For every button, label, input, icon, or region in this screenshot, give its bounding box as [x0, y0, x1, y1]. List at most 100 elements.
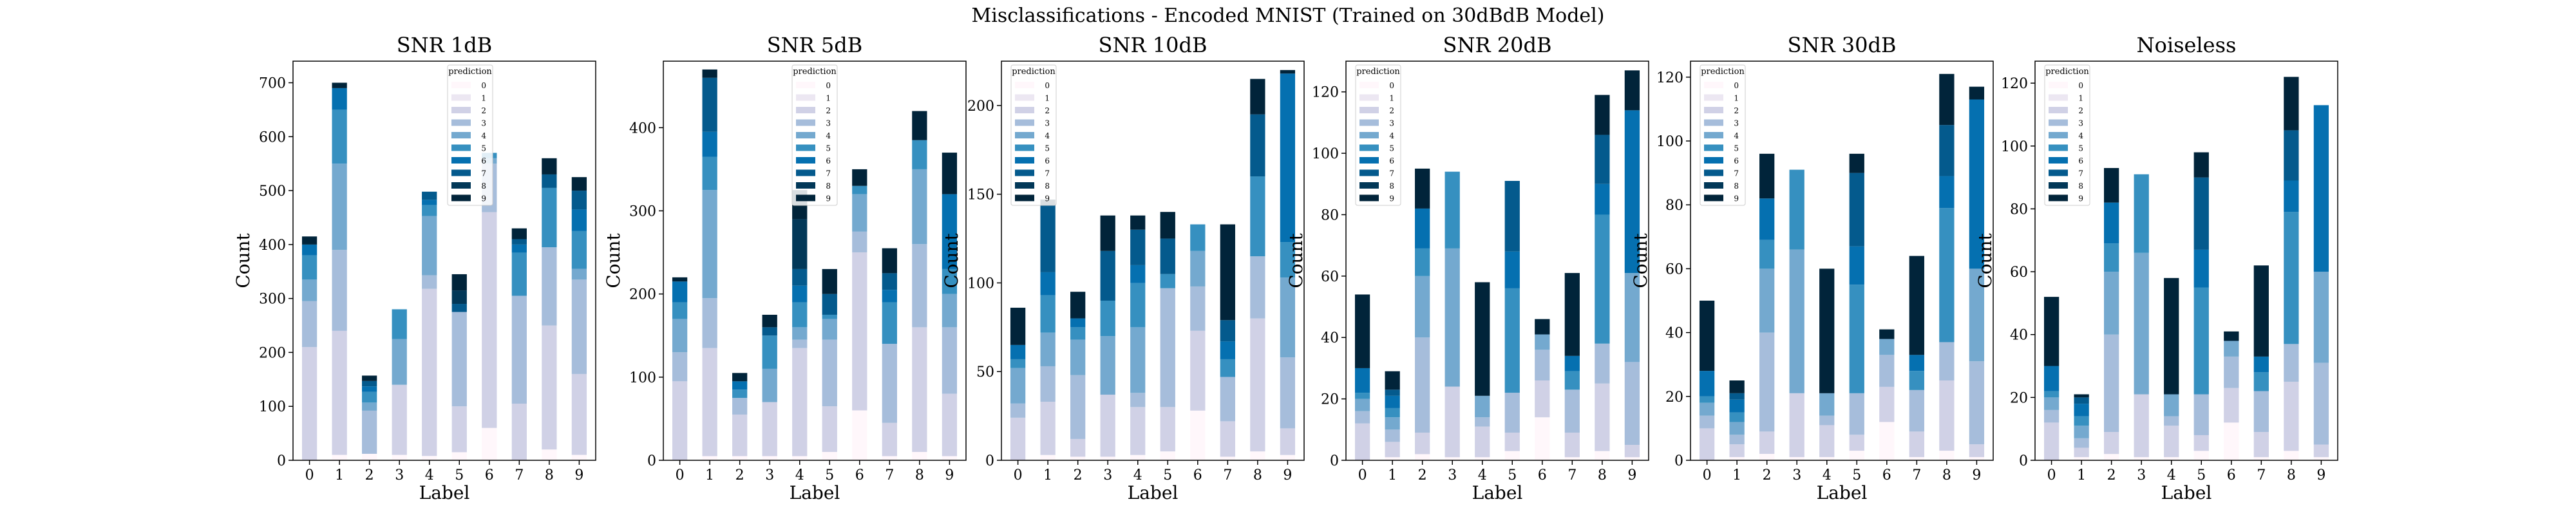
panel-title: SNR 20dB — [1443, 33, 1552, 57]
bar-segment-label-2-pred-4 — [1070, 339, 1086, 375]
bar-segment-label-2-pred-2 — [1759, 431, 1775, 454]
bar-segment-label-2-pred-6 — [732, 381, 748, 390]
legend-entry-4: 4 — [2078, 131, 2083, 140]
bar-segment-label-6-pred-2 — [1879, 386, 1895, 422]
bar-segment-label-6-pred-3 — [2224, 356, 2239, 388]
bar-segment-label-3-pred-4 — [392, 339, 407, 385]
panel-title: SNR 1dB — [397, 33, 493, 57]
legend-swatch-2 — [1704, 107, 1723, 113]
x-tick-label: 9 — [1283, 467, 1292, 483]
x-axis-label: Label — [790, 482, 840, 503]
bar-segment-label-3-pred-2 — [1789, 393, 1804, 458]
bar-segment-label-6-pred-0 — [1190, 410, 1206, 460]
bar-segment-label-4-pred-4 — [792, 327, 808, 340]
bar-segment-label-2-pred-3 — [1759, 332, 1775, 432]
bar-segment-label-4-pred-4 — [1130, 327, 1146, 393]
bar-segment-label-5-pred-3 — [1504, 393, 1520, 433]
x-tick-label: 5 — [825, 467, 834, 483]
bar-segment-label-0-pred-6 — [1699, 371, 1715, 397]
bar-segment-label-7-pred-2 — [882, 422, 897, 456]
bar-segment-label-9-pred-2 — [2313, 444, 2329, 458]
bar-segment-label-9-pred-6 — [1280, 73, 1296, 243]
bar-segment-label-4-pred-3 — [1130, 393, 1146, 407]
bar-segment-label-7-pred-2 — [2253, 432, 2269, 458]
bar-segment-label-1-pred-6 — [332, 88, 347, 110]
bar-segment-label-0-pred-4 — [672, 319, 688, 353]
bar-segment-label-5-pred-5 — [1504, 288, 1520, 393]
bar-segment-label-0-pred-9 — [1010, 308, 1026, 345]
bar-segment-label-7-pred-0 — [1220, 456, 1235, 460]
bar-segment-label-0-pred-4 — [1354, 398, 1370, 411]
y-tick-label: 0 — [1674, 453, 1683, 469]
legend-swatch-1 — [2049, 94, 2068, 101]
legend-entry-0: 0 — [481, 81, 486, 90]
bar-segment-label-5-pred-9 — [451, 274, 467, 291]
y-tick-label: 20 — [2010, 390, 2028, 406]
bar-segment-label-2-pred-4 — [1759, 268, 1775, 333]
bar-segment-label-1-pred-0 — [1729, 457, 1745, 460]
legend-swatch-1 — [1704, 94, 1723, 101]
bar-segment-label-9-pred-0 — [1969, 457, 1985, 460]
y-tick-label: 40 — [2010, 328, 2028, 344]
bar-segment-label-5-pred-3 — [1160, 288, 1175, 407]
y-tick-label: 20 — [1665, 389, 1683, 406]
bar-segment-label-7-pred-9 — [882, 248, 897, 274]
bar-segment-label-6-pred-3 — [852, 231, 867, 253]
bar-segment-label-0-pred-3 — [2043, 409, 2060, 423]
y-tick-label: 0 — [277, 453, 286, 469]
bar-segment-label-2-pred-6 — [1070, 318, 1086, 328]
legend-entry-2: 2 — [1045, 106, 1050, 115]
legend-swatch-0 — [796, 82, 815, 88]
bar-segment-label-3-pred-4 — [2134, 252, 2149, 395]
bar-segment-label-9-pred-9 — [571, 177, 587, 191]
bar-segment-label-2-pred-6 — [1759, 198, 1775, 240]
x-tick-label: 5 — [455, 467, 464, 483]
legend-swatch-8 — [1359, 182, 1379, 189]
x-tick-label: 4 — [1478, 467, 1487, 483]
bar-segment-label-2-pred-0 — [1070, 456, 1086, 460]
bar-segment-label-4-pred-4 — [2164, 394, 2179, 417]
y-tick-label: 20 — [1321, 392, 1339, 408]
bar-segment-label-2-pred-9 — [1759, 153, 1775, 199]
legend-swatch-7 — [1359, 169, 1379, 176]
x-axis-label: Label — [1472, 482, 1523, 503]
legend-swatch-3 — [2049, 119, 2068, 126]
x-tick-label: 6 — [1193, 467, 1202, 483]
bar-segment-label-0-pred-6 — [2043, 366, 2060, 391]
bar-segment-label-8-pred-7 — [1595, 135, 1610, 184]
x-tick-label: 5 — [1163, 467, 1172, 483]
y-tick-label: 100 — [2001, 139, 2028, 155]
bar-segment-label-6-pred-3 — [1879, 355, 1895, 387]
bar-segment-label-8-pred-5 — [1595, 214, 1610, 344]
bar-segment-label-2-pred-7 — [362, 380, 377, 387]
bar-segment-label-5-pred-0 — [1160, 451, 1175, 460]
legend-title: prediction — [793, 67, 837, 77]
bar-segment-label-6-pred-0 — [1879, 422, 1895, 460]
x-tick-label: 6 — [855, 467, 864, 483]
legend-swatch-1 — [1359, 94, 1379, 101]
bar-segment-label-8-pred-9 — [1939, 73, 1955, 126]
bar-segment-label-7-pred-7 — [1220, 320, 1235, 342]
bar-segment-label-7-pred-9 — [1220, 224, 1235, 321]
bar-segment-label-1-pred-9 — [1385, 371, 1400, 390]
axes-frame — [2034, 61, 2338, 461]
bar-segment-label-7-pred-9 — [511, 228, 527, 239]
y-tick-label: 0 — [1330, 453, 1339, 469]
bar-segment-label-4-pred-0 — [2164, 457, 2179, 460]
bar-segment-label-0-pred-3 — [1699, 415, 1715, 429]
legend-swatch-2 — [1015, 107, 1034, 113]
bar-segment-label-4-pred-8 — [792, 219, 808, 269]
bar-segment-label-8-pred-2 — [2284, 381, 2299, 451]
bar-segment-label-4-pred-9 — [1475, 282, 1490, 396]
legend-entry-6: 6 — [1734, 156, 1739, 165]
bar-segment-label-9-pred-4 — [1280, 277, 1296, 358]
bar-segment-label-3-pred-2 — [392, 384, 407, 455]
x-tick-label: 0 — [1014, 467, 1023, 483]
bar-segment-label-0-pred-6 — [672, 281, 688, 303]
x-tick-label: 7 — [885, 467, 894, 483]
bar-segment-label-0-pred-5 — [1699, 396, 1715, 403]
bar-segment-label-5-pred-9 — [1849, 153, 1864, 173]
bar-segment-label-0-pred-3 — [301, 301, 317, 348]
legend-swatch-2 — [2049, 107, 2068, 113]
x-tick-label: 9 — [1972, 467, 1981, 483]
